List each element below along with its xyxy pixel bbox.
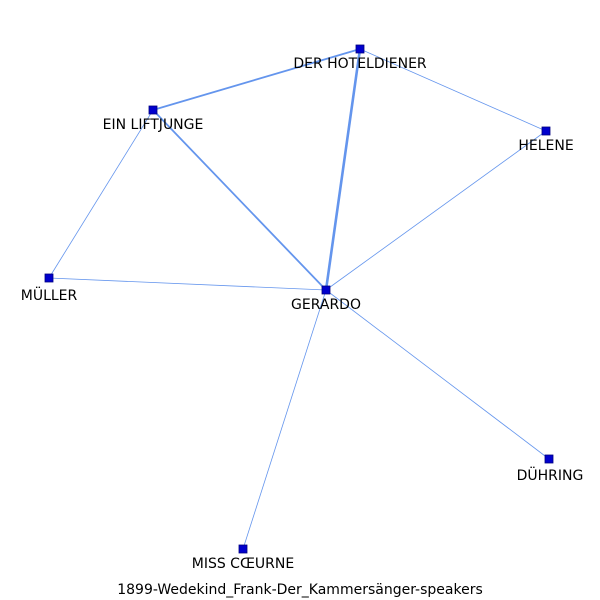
node-duehring	[544, 454, 554, 464]
labels-group: DER HOTELDIENER EIN LIFTJUNGE HELENE MÜLLER…	[21, 56, 584, 572]
edge-helene-gerardo	[325, 130, 547, 291]
node-helene	[541, 126, 551, 136]
node-label-helene: HELENE	[518, 138, 573, 154]
edges-group	[48, 48, 550, 550]
edge-hoteldiener-helene	[359, 48, 547, 132]
node-liftjunge	[148, 105, 158, 115]
graph-caption: 1899-Wedekind_Frank-Der_Kammersänger-spe…	[117, 582, 483, 598]
nodes-group	[44, 44, 554, 554]
node-hoteldiener	[355, 44, 365, 54]
node-label-mueller: MÜLLER	[21, 286, 78, 304]
node-label-gerardo: GERARDO	[291, 297, 361, 313]
node-label-liftjunge: EIN LIFTJUNGE	[103, 117, 204, 133]
edge-liftjunge-hoteldiener	[152, 48, 361, 111]
node-label-hoteldiener: DER HOTELDIENER	[293, 56, 427, 72]
edge-liftjunge-mueller	[48, 109, 154, 279]
edge-gerardo-misscoeurne	[242, 289, 327, 550]
node-gerardo	[321, 285, 331, 295]
node-label-duehring: DÜHRING	[517, 466, 584, 484]
edge-gerardo-duehring	[325, 289, 550, 460]
node-label-misscoeurne: MISS CŒURNE	[192, 556, 294, 572]
edge-hoteldiener-gerardo	[324, 48, 362, 291]
node-misscoeurne	[238, 544, 248, 554]
edge-liftjunge-gerardo	[152, 109, 327, 291]
edge-mueller-gerardo	[48, 277, 327, 291]
node-mueller	[44, 273, 54, 283]
